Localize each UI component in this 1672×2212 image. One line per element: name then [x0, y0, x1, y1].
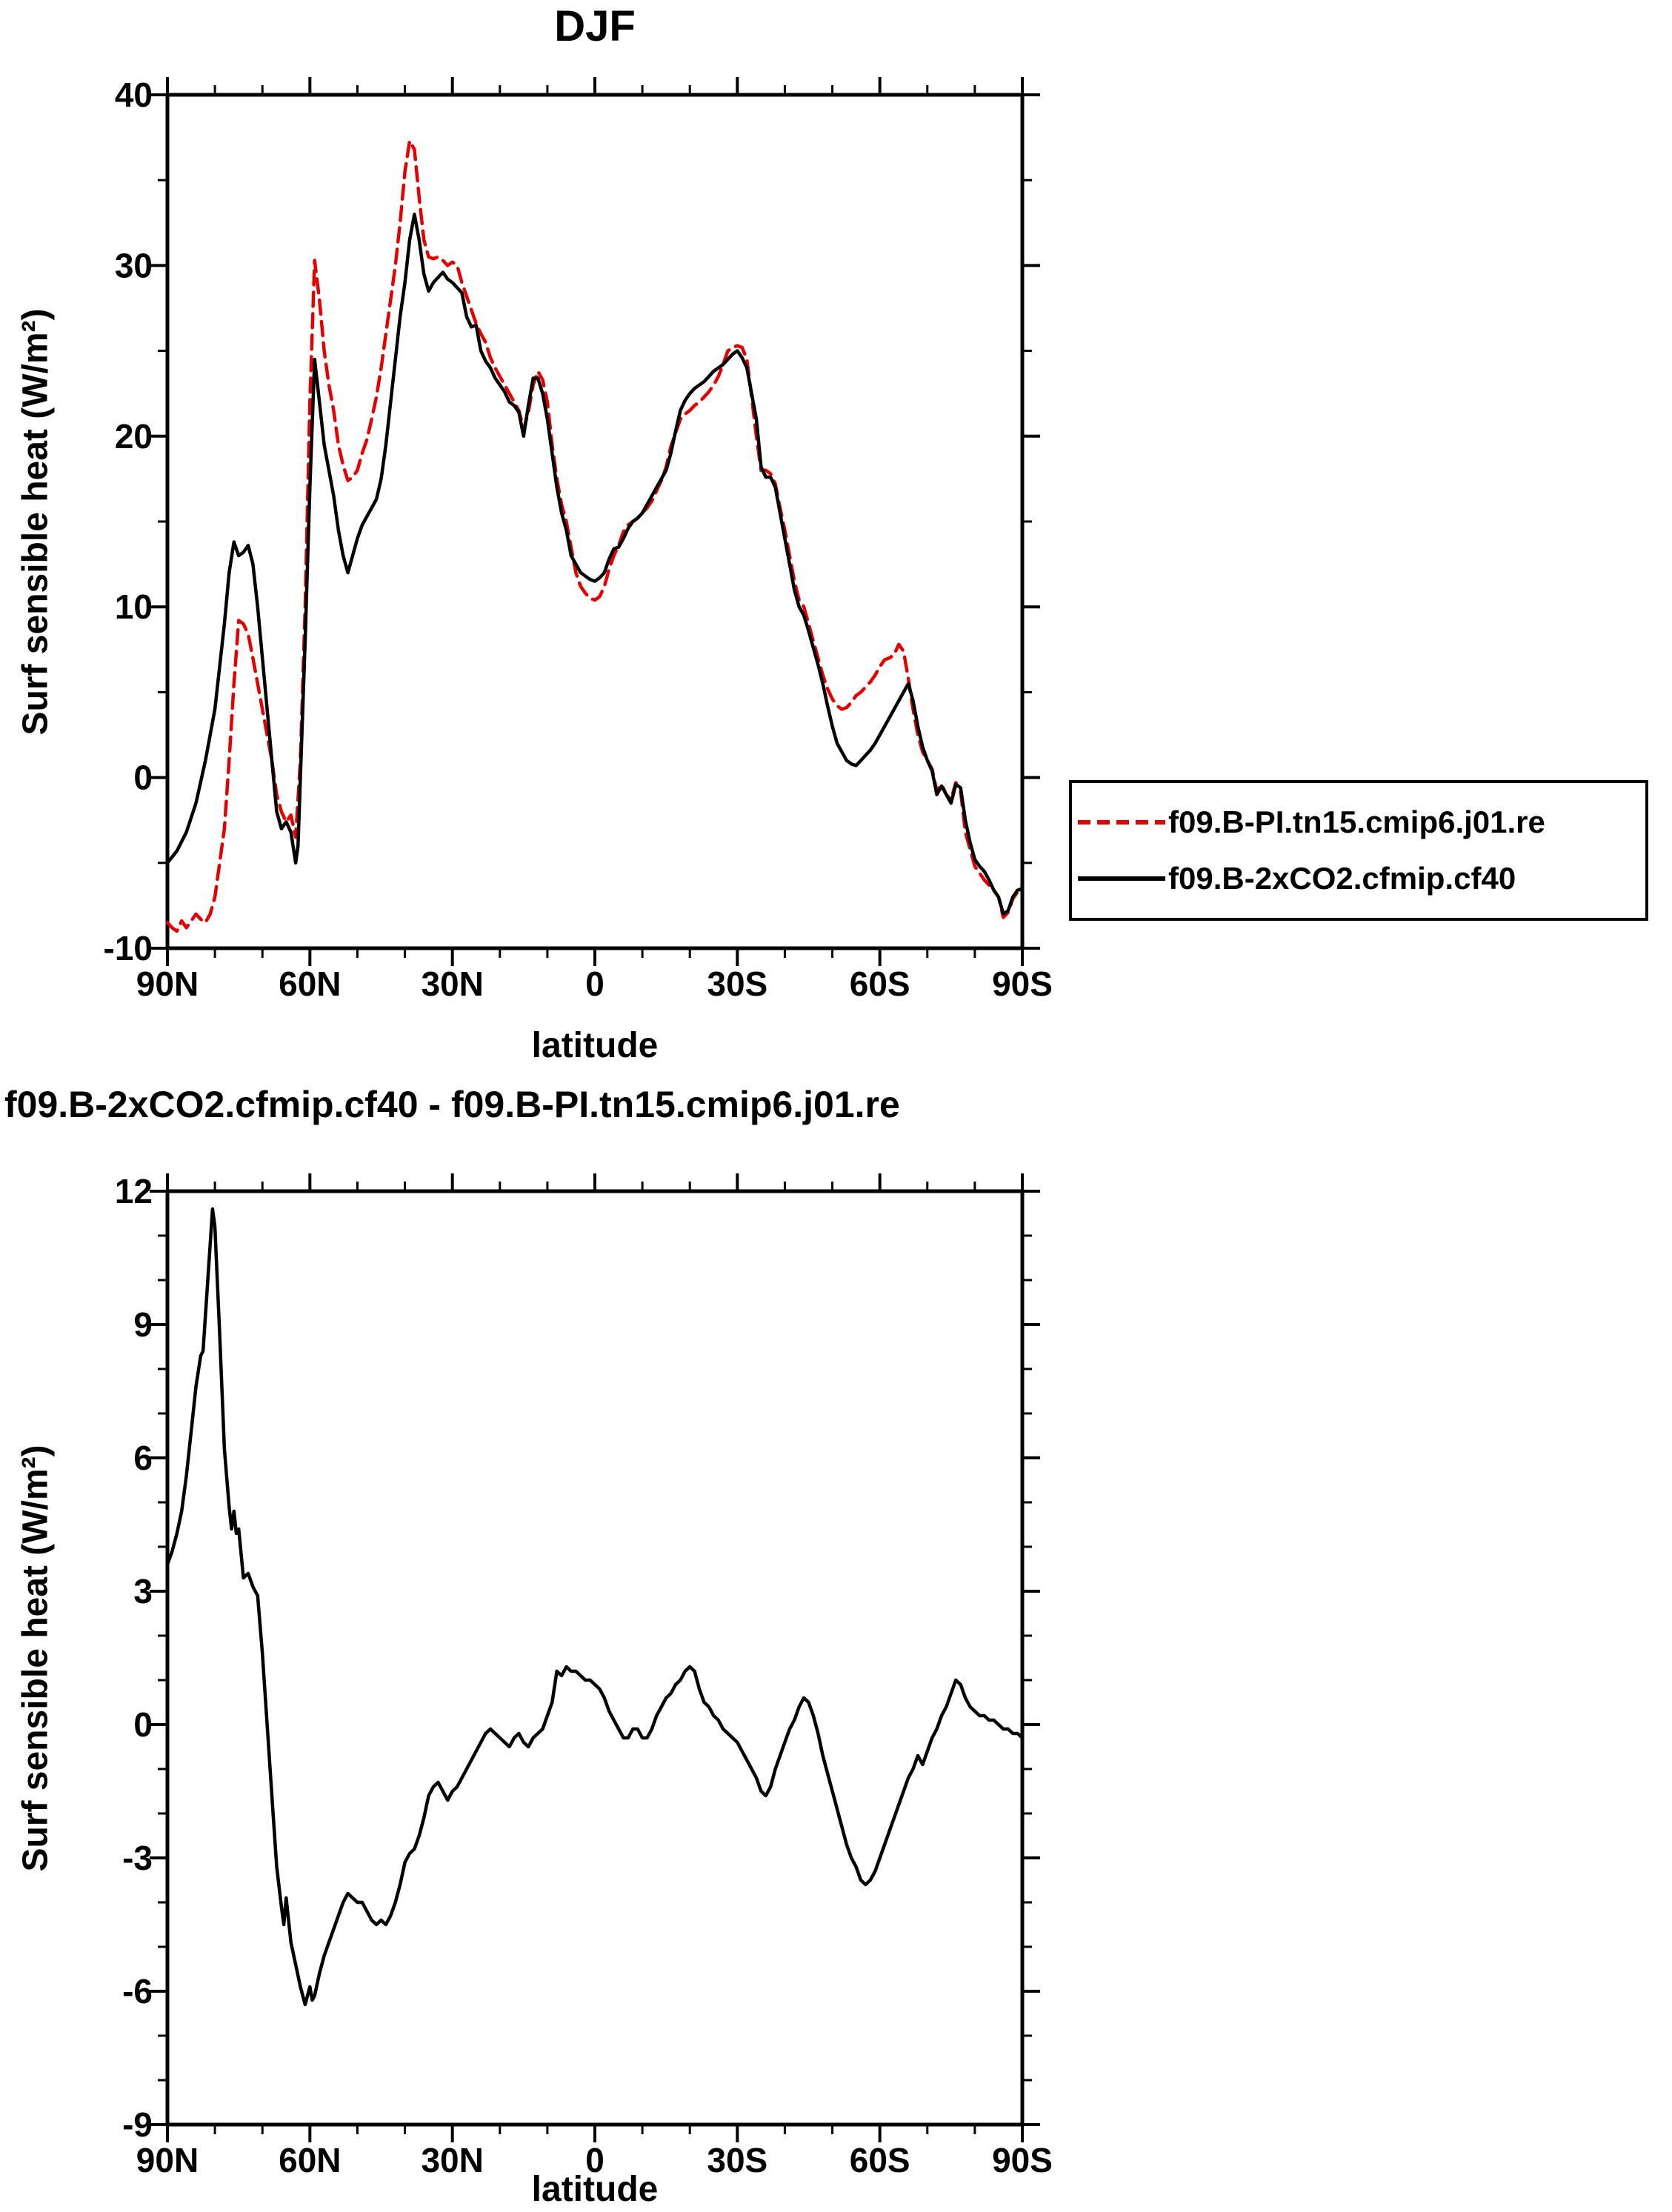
y-tick-label: 0	[133, 1705, 153, 1744]
y-tick-label: 6	[133, 1439, 153, 1477]
diff-chart-title: f09.B-2xCO2.cfmip.cf40 - f09.B-PI.tn15.c…	[4, 1084, 900, 1125]
y-tick-label: 20	[115, 417, 153, 456]
legend-sample-solid-line-icon	[1078, 876, 1165, 882]
diff-line-chart: 90N 60N 30N 0 30S 60S 90S 12 9 6 3 0 -3 -6 -9	[115, 1172, 1053, 2179]
x-tick-label: 0	[585, 2141, 604, 2179]
x-tick-label: 90S	[992, 2141, 1053, 2179]
series-f09.B-2xCO2.cfmip.cf40	[165, 213, 1025, 916]
diff-x-axis-label: latitude	[531, 2170, 659, 2209]
x-tick-label: 30N	[421, 965, 483, 1003]
legend-box: f09.B-PI.tn15.cmip6.j01.re f09.B-2xCO2.c…	[1069, 780, 1648, 921]
plot-frame	[165, 1189, 1025, 2127]
x-tick-label: 60S	[850, 2141, 910, 2179]
y-tick-label: 30	[115, 246, 153, 284]
y-tick-label: 12	[115, 1172, 153, 1210]
y-tick-label: -10	[104, 929, 153, 967]
y-tick-label: 40	[115, 76, 153, 114]
x-tick-label: 30S	[707, 2141, 767, 2179]
plot-frame	[165, 93, 1025, 950]
plot-area: 90N 60N 30N 0 30S 60S 90S 12 9 6 3 0 -3 -6 -9	[115, 1172, 1053, 2179]
top-x-axis-label: latitude	[531, 1026, 659, 1065]
x-tick-label: 30N	[421, 2141, 483, 2179]
legend-label-pi: f09.B-PI.tn15.cmip6.j01.re	[1168, 804, 1545, 839]
x-tick-label: 60N	[279, 965, 341, 1003]
legend-sample-dashed-line-icon	[1078, 819, 1165, 824]
series-f09.B-PI.tn15.cmip6.j01.re	[165, 139, 1025, 933]
x-tick-label: 0	[585, 965, 604, 1003]
legend-row-2xco2: f09.B-2xCO2.cfmip.cf40	[1078, 861, 1645, 896]
y-tick-label: 9	[133, 1305, 153, 1344]
y-tick-label: 10	[115, 587, 153, 626]
x-tick-label: 90N	[136, 965, 199, 1003]
y-tick-label: -6	[122, 1972, 153, 2011]
series-difference	[165, 1207, 1025, 2007]
top-chart-title: DJF	[554, 2, 636, 50]
legend-label-2xco2: f09.B-2xCO2.cfmip.cf40	[1168, 861, 1516, 896]
x-tick-label: 90N	[136, 2141, 199, 2179]
y-tick-label: 3	[133, 1572, 153, 1610]
x-tick-label: 90S	[992, 965, 1053, 1003]
x-tick-label: 30S	[707, 965, 767, 1003]
x-tick-label: 60N	[279, 2141, 341, 2179]
plot-area: 90N 60N 30N 0 30S 60S 90S 40 30 20 10 0 -10	[104, 76, 1053, 1003]
x-tick-label: 60S	[850, 965, 910, 1003]
djf-line-chart: 90N 60N 30N 0 30S 60S 90S 40 30 20 10 0 -10	[104, 76, 1053, 1003]
legend-row-pi: f09.B-PI.tn15.cmip6.j01.re	[1078, 804, 1645, 840]
y-tick-label: 0	[133, 759, 153, 797]
y-tick-label: -9	[122, 2105, 153, 2144]
y-tick-label: -3	[122, 1839, 153, 1877]
